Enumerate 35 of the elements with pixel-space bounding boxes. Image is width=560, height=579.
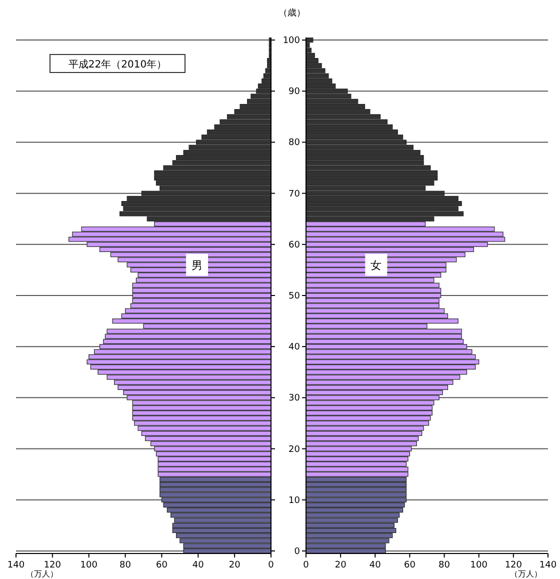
y-tick-label: 90: [288, 87, 300, 98]
x-axis-title: （万人）: [510, 570, 542, 578]
y-axis-title: （歳）: [278, 8, 306, 18]
y-tick-label: 0: [294, 546, 300, 557]
annotation: 男: [192, 258, 203, 272]
title-box: 平成22年（2010年）: [50, 54, 186, 73]
y-tick-label: 80: [288, 138, 300, 148]
y-tick-label: 40: [288, 342, 300, 353]
x-tick-label: 140: [539, 560, 557, 570]
x-tick-label: 140: [7, 560, 25, 570]
y-tick-label: 30: [288, 394, 300, 404]
x-axis-title: （万人）: [26, 570, 58, 578]
x-tick-label: 100: [80, 560, 98, 570]
x-tick-label: 20: [334, 560, 347, 570]
x-tick-label: 120: [504, 560, 522, 570]
y-tick-label: 70: [288, 189, 300, 200]
x-tick-label: 120: [44, 560, 62, 570]
annotation: 男: [186, 254, 208, 276]
y-tick-label: 60: [288, 240, 300, 250]
x-tick-label: 40: [369, 560, 382, 570]
annotation: 女: [365, 254, 388, 276]
x-tick-label: 80: [120, 560, 132, 570]
annotation: 女: [370, 258, 382, 272]
x-tick-label: 0: [303, 560, 310, 570]
y-tick-label: 100: [282, 36, 300, 46]
y-tick-label: 50: [288, 292, 300, 302]
x-tick-label: 60: [156, 560, 168, 570]
x-tick-label: 0: [268, 560, 274, 570]
y-tick-label: 20: [288, 444, 300, 455]
x-tick-label: 60: [404, 560, 416, 570]
x-tick-label: 80: [438, 560, 450, 570]
y-tick-label: 10: [288, 496, 300, 506]
x-tick-label: 100: [470, 560, 488, 570]
x-tick-label: 20: [228, 560, 241, 570]
x-tick-label: 40: [192, 560, 204, 570]
